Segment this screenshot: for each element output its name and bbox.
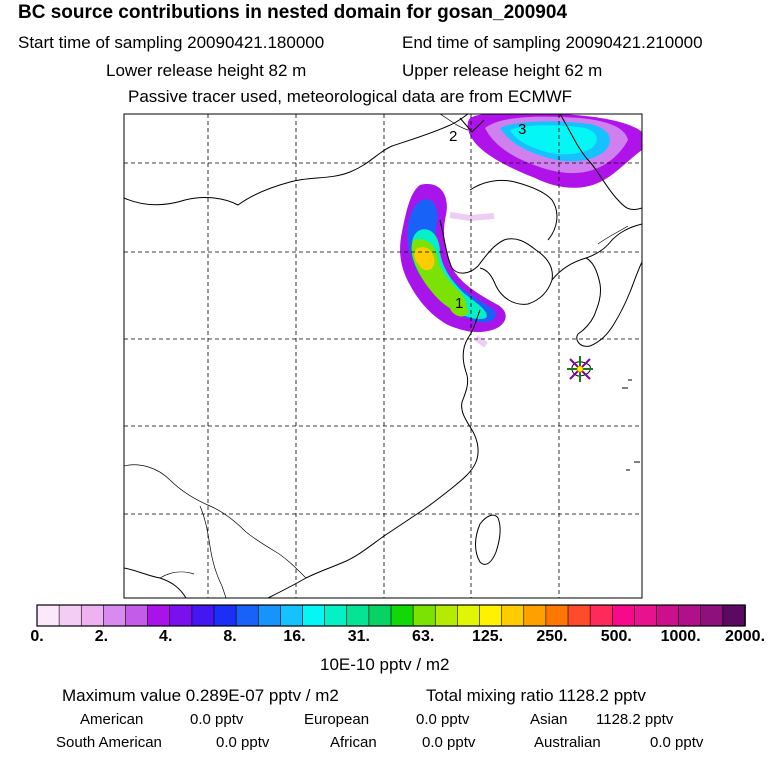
receptor-star-icon [567, 356, 593, 382]
colorbar-swatch [678, 604, 702, 627]
coastline [124, 114, 642, 598]
colorbar-swatch [390, 604, 414, 627]
max-value: Maximum value 0.289E-07 pptv / m2 [62, 686, 339, 705]
colorbar-swatch [479, 604, 503, 627]
colorbar-swatch [567, 604, 591, 627]
tracer-note: Passive tracer used, meteorological data… [128, 87, 573, 106]
concentration-plume-north [467, 114, 642, 188]
american-label: American [80, 711, 144, 728]
african-value: 0.0 pptv [422, 734, 476, 751]
asian-label: Asian [530, 711, 568, 728]
colorbar-swatch [36, 604, 60, 627]
australian-label: Australian [534, 734, 601, 751]
colorbar-tick-label: 500. [600, 628, 632, 645]
trajectory-marker-3: 3 [518, 121, 526, 138]
colorbar-swatch [722, 604, 746, 627]
colorbar-swatch [324, 604, 348, 627]
colorbar-tick-label: 4. [159, 628, 173, 645]
colorbar-swatch [523, 604, 547, 627]
colorbar-swatch [434, 604, 459, 627]
colorbar [36, 604, 746, 627]
colorbar-swatch [103, 604, 127, 627]
european-value: 0.0 pptv [416, 711, 470, 728]
colorbar-tick-label: 1000. [660, 628, 701, 645]
colorbar-swatch [58, 604, 83, 627]
colorbar-tick-label: 0. [30, 628, 44, 645]
lower-release-height: Lower release height 82 m [106, 61, 307, 80]
colorbar-swatch [634, 604, 658, 627]
south-american-label: South American [56, 734, 162, 751]
australian-value: 0.0 pptv [650, 734, 704, 751]
colorbar-swatch [235, 604, 260, 627]
colorbar-tick-label: 2000. [724, 628, 766, 645]
colorbar-swatch [169, 604, 193, 627]
map-figure: 1 2 3 [36, 113, 746, 627]
colorbar-tick-label: 63. [412, 628, 435, 645]
trajectory-marker-1: 1 [455, 295, 463, 312]
colorbar-tick-label: 125. [471, 628, 504, 645]
colorbar-swatch [457, 604, 481, 627]
total-mixing-ratio: Total mixing ratio 1128.2 pptv [426, 686, 646, 705]
colorbar-swatch [125, 604, 149, 627]
concentration-plume-central [400, 184, 506, 333]
start-sampling-time: Start time of sampling 20090421.180000 [18, 33, 325, 52]
colorbar-swatch [611, 604, 636, 627]
colorbar-swatch [700, 604, 724, 627]
american-value: 0.0 pptv [190, 711, 244, 728]
colorbar-swatch [412, 604, 437, 627]
colorbar-swatch [147, 604, 171, 627]
border-lines [124, 114, 629, 598]
colorbar-swatch [589, 604, 614, 627]
colorbar-swatch [346, 604, 370, 627]
plot-title: BC source contributions in nested domain… [18, 2, 568, 23]
colorbar-tick-label: 16. [283, 628, 306, 645]
colorbar-swatch [368, 604, 392, 627]
colorbar-frame [36, 604, 746, 627]
end-sampling-time: End time of sampling 20090421.210000 [402, 33, 703, 52]
colorbar-swatch [501, 604, 525, 627]
colorbar-tick-label: 2. [94, 628, 109, 645]
trajectory-marker-2: 2 [449, 128, 457, 145]
african-label: African [330, 734, 377, 751]
south-american-value: 0.0 pptv [216, 734, 270, 751]
lat-lon-grid [124, 114, 642, 598]
colorbar-swatch [280, 604, 304, 627]
european-label: European [304, 711, 370, 728]
asian-value: 1128.2 pptv [596, 711, 674, 728]
map-frame [123, 113, 643, 599]
colorbar-tick-label: 31. [347, 628, 370, 645]
upper-release-height: Upper release height 62 m [402, 61, 603, 80]
colorbar-swatch [302, 604, 326, 627]
colorbar-swatch [213, 604, 237, 627]
colorbar-swatch [257, 604, 282, 627]
colorbar-tick-label: 250. [536, 628, 568, 645]
colorbar-tick-label: 8. [223, 628, 237, 645]
colorbar-swatch [656, 604, 680, 627]
colorbar-swatch [80, 604, 105, 627]
colorbar-swatch [191, 604, 215, 627]
colorbar-unit-label: 10E-10 pptv / m2 [320, 655, 450, 674]
colorbar-swatch [545, 604, 569, 627]
